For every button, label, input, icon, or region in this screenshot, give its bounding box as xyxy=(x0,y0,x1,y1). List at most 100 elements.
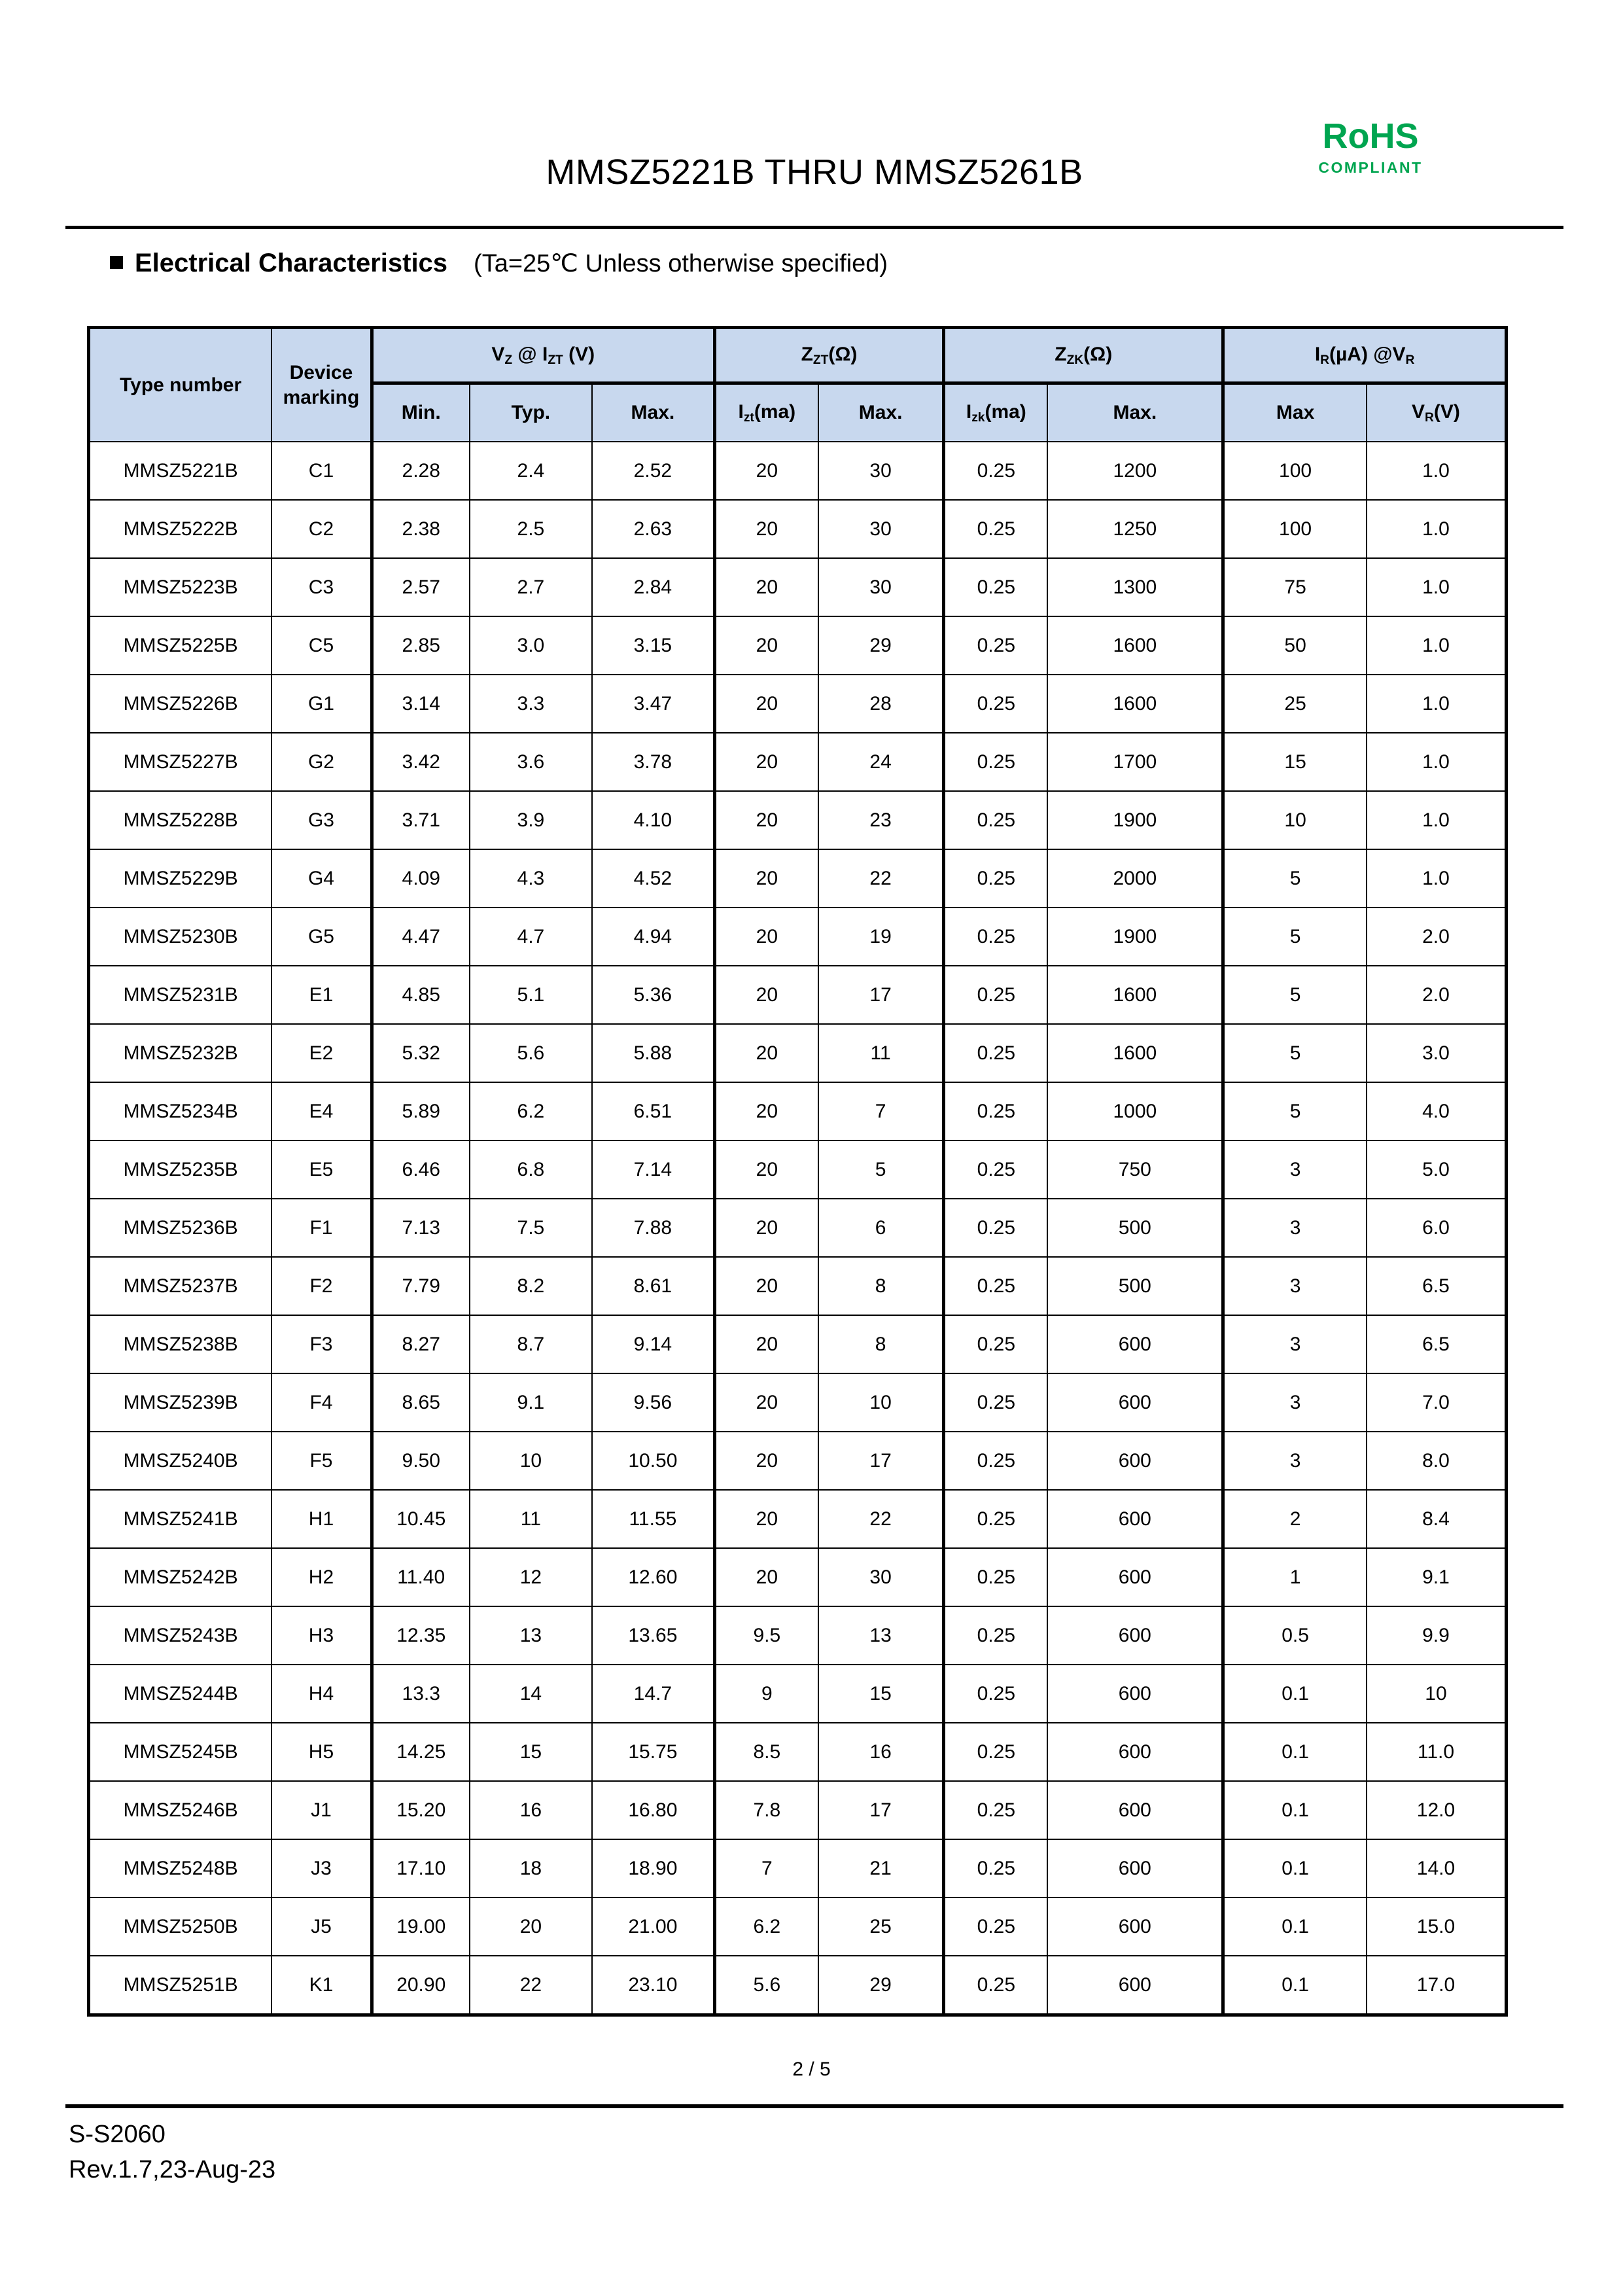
cell-vz-min: 2.38 xyxy=(370,499,470,559)
cell-vr-v: 10 xyxy=(1365,1664,1508,1723)
cell-vz-min: 19.00 xyxy=(370,1897,470,1956)
cell-zzk-max: 1200 xyxy=(1047,441,1224,501)
cell-ir-max: 0.1 xyxy=(1221,1897,1367,1956)
cell-vz-max: 7.88 xyxy=(591,1198,716,1258)
cell-zzt-max: 15 xyxy=(817,1664,945,1723)
cell-type-number: MMSZ5241B xyxy=(87,1489,273,1549)
cell-vz-min: 5.32 xyxy=(370,1023,470,1083)
col-vz-min: Min. xyxy=(370,382,470,442)
cell-vz-max: 3.15 xyxy=(591,616,716,675)
cell-zzk-max: 600 xyxy=(1047,1955,1224,2017)
cell-ir-max: 3 xyxy=(1221,1373,1367,1432)
cell-ir-max: 0.1 xyxy=(1221,1780,1367,1840)
cell-zzk-izk: 0.25 xyxy=(942,1082,1049,1141)
cell-zzk-izk: 0.25 xyxy=(942,849,1049,908)
cell-device-marking: G3 xyxy=(271,790,373,850)
cell-zzk-max: 600 xyxy=(1047,1722,1224,1782)
cell-vz-typ: 18 xyxy=(468,1839,593,1898)
table-row: MMSZ5228B G3 3.71 3.9 4.10 20 23 0.25 1900 10 1.0 xyxy=(87,790,1508,850)
cell-zzt-izt: 20 xyxy=(712,616,819,675)
cell-type-number: MMSZ5234B xyxy=(87,1082,273,1141)
cell-zzt-izt: 20 xyxy=(712,499,819,559)
cell-zzk-izk: 0.25 xyxy=(942,1955,1049,2017)
cell-vz-max: 21.00 xyxy=(591,1897,716,1956)
cell-vz-typ: 20 xyxy=(468,1897,593,1956)
cell-zzt-max: 30 xyxy=(817,499,945,559)
cell-ir-max: 0.1 xyxy=(1221,1664,1367,1723)
cell-type-number: MMSZ5223B xyxy=(87,557,273,617)
cell-device-marking: J5 xyxy=(271,1897,373,1956)
table-row: MMSZ5232B E2 5.32 5.6 5.88 20 11 0.25 1600 5 3.0 xyxy=(87,1023,1508,1083)
cell-zzk-max: 1600 xyxy=(1047,616,1224,675)
cell-vz-typ: 10 xyxy=(468,1431,593,1491)
col-zzk-izk: Izk(ma) xyxy=(942,382,1049,442)
cell-vr-v: 1.0 xyxy=(1365,674,1508,733)
cell-zzk-izk: 0.25 xyxy=(942,965,1049,1025)
cell-vz-min: 3.42 xyxy=(370,732,470,792)
cell-vz-max: 5.88 xyxy=(591,1023,716,1083)
cell-vr-v: 9.9 xyxy=(1365,1606,1508,1665)
cell-zzk-izk: 0.25 xyxy=(942,1198,1049,1258)
cell-vz-typ: 5.6 xyxy=(468,1023,593,1083)
cell-zzt-izt: 20 xyxy=(712,1198,819,1258)
cell-device-marking: G2 xyxy=(271,732,373,792)
electrical-characteristics-table-wrap: Type number Device marking VZ @ IZT (V) … xyxy=(87,326,1508,2017)
cell-ir-max: 5 xyxy=(1221,1082,1367,1141)
cell-ir-max: 0.1 xyxy=(1221,1722,1367,1782)
cell-zzt-max: 22 xyxy=(817,849,945,908)
cell-ir-max: 25 xyxy=(1221,674,1367,733)
table-row: MMSZ5237B F2 7.79 8.2 8.61 20 8 0.25 500 3 6.5 xyxy=(87,1256,1508,1316)
cell-vr-v: 1.0 xyxy=(1365,499,1508,559)
cell-device-marking: C1 xyxy=(271,441,373,501)
cell-zzk-max: 1000 xyxy=(1047,1082,1224,1141)
cell-vz-min: 8.65 xyxy=(370,1373,470,1432)
revision: Rev.1.7,23-Aug-23 xyxy=(69,2155,276,2183)
cell-vz-max: 15.75 xyxy=(591,1722,716,1782)
cell-type-number: MMSZ5227B xyxy=(87,732,273,792)
cell-device-marking: C2 xyxy=(271,499,373,559)
cell-zzt-max: 28 xyxy=(817,674,945,733)
cell-vz-max: 9.56 xyxy=(591,1373,716,1432)
cell-type-number: MMSZ5239B xyxy=(87,1373,273,1432)
cell-vr-v: 8.4 xyxy=(1365,1489,1508,1549)
cell-vz-max: 7.14 xyxy=(591,1140,716,1199)
cell-zzk-max: 1700 xyxy=(1047,732,1224,792)
cell-vr-v: 4.0 xyxy=(1365,1082,1508,1141)
cell-zzt-izt: 20 xyxy=(712,1256,819,1316)
cell-vz-min: 4.47 xyxy=(370,907,470,966)
table-row: MMSZ5244B H4 13.3 14 14.7 9 15 0.25 600 0.1 10 xyxy=(87,1664,1508,1723)
cell-zzt-izt: 20 xyxy=(712,557,819,617)
cell-ir-max: 100 xyxy=(1221,441,1367,501)
cell-vr-v: 1.0 xyxy=(1365,790,1508,850)
page-number: 2 / 5 xyxy=(792,2058,831,2080)
cell-vz-min: 4.85 xyxy=(370,965,470,1025)
square-bullet-icon xyxy=(110,256,123,269)
cell-zzt-max: 17 xyxy=(817,1431,945,1491)
cell-zzk-max: 600 xyxy=(1047,1547,1224,1607)
cell-device-marking: H2 xyxy=(271,1547,373,1607)
cell-vz-min: 17.10 xyxy=(370,1839,470,1898)
cell-type-number: MMSZ5251B xyxy=(87,1955,273,2017)
cell-device-marking: H4 xyxy=(271,1664,373,1723)
table-row: MMSZ5250B J5 19.00 20 21.00 6.2 25 0.25 600 0.1 15… xyxy=(87,1897,1508,1956)
cell-vz-typ: 3.0 xyxy=(468,616,593,675)
cell-type-number: MMSZ5225B xyxy=(87,616,273,675)
cell-vz-min: 5.89 xyxy=(370,1082,470,1141)
cell-vz-max: 2.63 xyxy=(591,499,716,559)
table-row: MMSZ5229B G4 4.09 4.3 4.52 20 22 0.25 2000 5 1.0 xyxy=(87,849,1508,908)
table-body: MMSZ5221B C1 2.28 2.4 2.52 20 30 0.25 1200 100 1.0… xyxy=(87,441,1508,2017)
cell-zzk-izk: 0.25 xyxy=(942,499,1049,559)
cell-type-number: MMSZ5232B xyxy=(87,1023,273,1083)
cell-zzt-max: 10 xyxy=(817,1373,945,1432)
cell-vz-typ: 2.7 xyxy=(468,557,593,617)
cell-type-number: MMSZ5229B xyxy=(87,849,273,908)
cell-zzk-izk: 0.25 xyxy=(942,1897,1049,1956)
cell-vr-v: 1.0 xyxy=(1365,732,1508,792)
rohs-label: RoHS xyxy=(1322,116,1419,156)
cell-zzt-izt: 20 xyxy=(712,907,819,966)
cell-zzk-max: 1900 xyxy=(1047,790,1224,850)
cell-vz-max: 4.94 xyxy=(591,907,716,966)
cell-type-number: MMSZ5230B xyxy=(87,907,273,966)
cell-zzk-izk: 0.25 xyxy=(942,907,1049,966)
